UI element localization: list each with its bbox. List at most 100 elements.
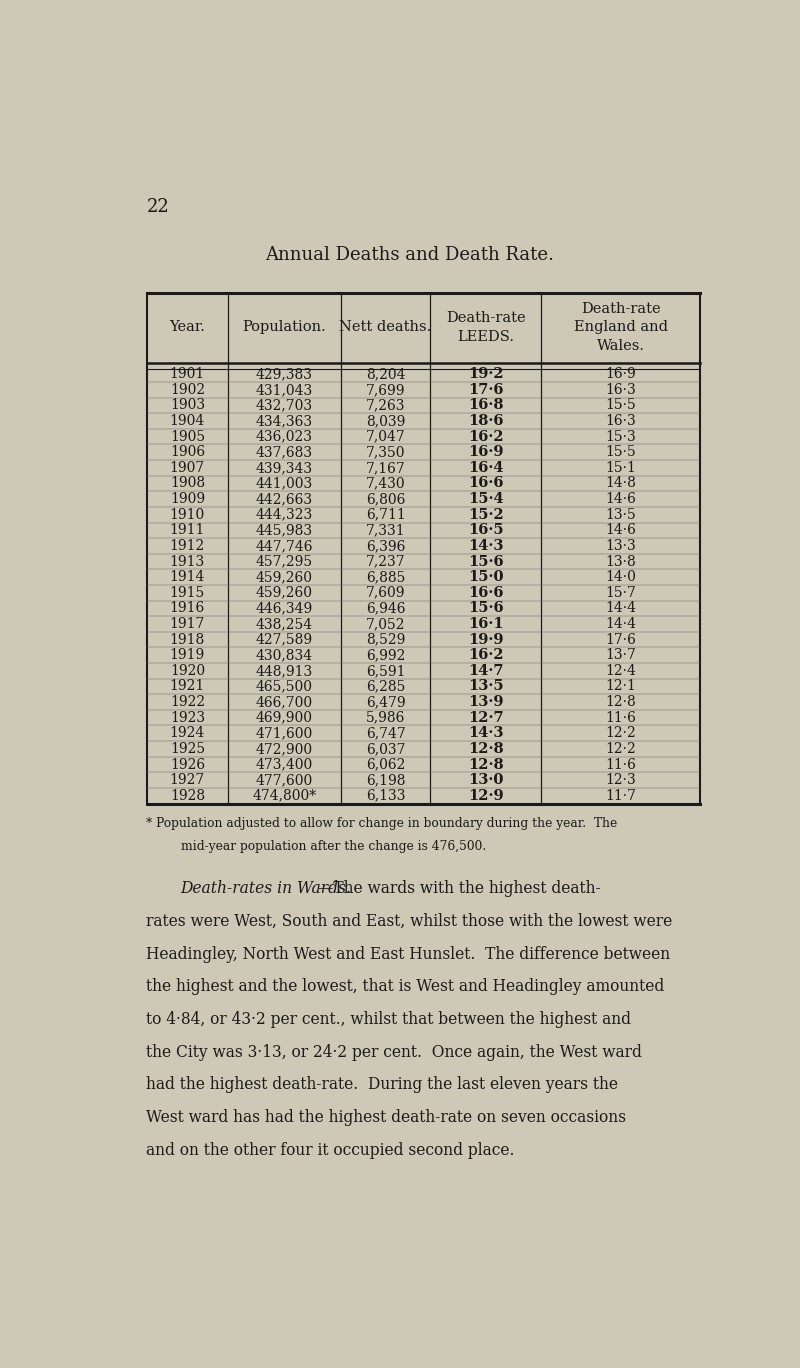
Text: 5,986: 5,986 (366, 711, 405, 725)
Text: 429,383: 429,383 (256, 367, 313, 382)
Text: Death-rate
England and
Wales.: Death-rate England and Wales. (574, 302, 668, 353)
Text: West ward has had the highest death-rate on seven occasions: West ward has had the highest death-rate… (146, 1109, 626, 1126)
Text: 15·3: 15·3 (606, 430, 636, 443)
Text: 465,500: 465,500 (256, 680, 313, 694)
Text: 446,349: 446,349 (256, 602, 313, 616)
Text: 13·9: 13·9 (468, 695, 504, 709)
Text: 7,237: 7,237 (366, 554, 406, 569)
Text: 15·2: 15·2 (468, 508, 504, 521)
Text: 1902: 1902 (170, 383, 205, 397)
Text: 8,039: 8,039 (366, 415, 405, 428)
Text: 12·1: 12·1 (606, 680, 636, 694)
Text: 14·4: 14·4 (606, 602, 636, 616)
Text: 19·9: 19·9 (468, 632, 504, 647)
Text: 1918: 1918 (170, 632, 205, 647)
Text: and on the other four it occupied second place.: and on the other four it occupied second… (146, 1142, 515, 1159)
Text: 459,260: 459,260 (256, 586, 313, 599)
Text: 436,023: 436,023 (256, 430, 313, 443)
Text: 12·3: 12·3 (606, 773, 636, 787)
Text: 1924: 1924 (170, 726, 205, 740)
Text: 12·2: 12·2 (606, 726, 636, 740)
Text: 7,167: 7,167 (366, 461, 406, 475)
Text: 1901: 1901 (170, 367, 205, 382)
Text: 15·6: 15·6 (468, 554, 504, 569)
Text: 12·8: 12·8 (468, 741, 504, 757)
Text: Year.: Year. (170, 320, 206, 334)
Text: 12·8: 12·8 (468, 758, 504, 772)
Text: had the highest death-rate.  During the last eleven years the: had the highest death-rate. During the l… (146, 1077, 618, 1093)
Text: 466,700: 466,700 (256, 695, 313, 709)
Text: 18·6: 18·6 (468, 415, 504, 428)
Text: 19·2: 19·2 (468, 367, 504, 382)
Text: 1916: 1916 (170, 602, 205, 616)
Text: 1903: 1903 (170, 398, 205, 412)
Text: 16·6: 16·6 (468, 476, 504, 491)
Text: 16·2: 16·2 (468, 648, 504, 662)
Text: 1925: 1925 (170, 741, 205, 757)
Text: 441,003: 441,003 (256, 476, 313, 491)
Text: Headingley, North West and East Hunslet.  The difference between: Headingley, North West and East Hunslet.… (146, 945, 670, 963)
Text: 6,711: 6,711 (366, 508, 406, 521)
Text: 438,254: 438,254 (256, 617, 313, 631)
Text: * Population adjusted to allow for change in boundary during the year.  The: * Population adjusted to allow for chang… (146, 817, 618, 830)
Text: 1906: 1906 (170, 445, 205, 460)
Text: 8,529: 8,529 (366, 632, 405, 647)
Text: 1928: 1928 (170, 789, 205, 803)
Text: 1926: 1926 (170, 758, 205, 772)
Text: 16·2: 16·2 (468, 430, 504, 443)
Text: 8,204: 8,204 (366, 367, 406, 382)
Text: the highest and the lowest, that is West and Headingley amounted: the highest and the lowest, that is West… (146, 978, 665, 996)
Text: 15·6: 15·6 (468, 602, 504, 616)
Text: 11·6: 11·6 (606, 711, 636, 725)
Text: 16·3: 16·3 (606, 383, 636, 397)
Text: 1927: 1927 (170, 773, 205, 787)
Text: 447,746: 447,746 (256, 539, 314, 553)
Text: 1913: 1913 (170, 554, 205, 569)
Text: 1922: 1922 (170, 695, 205, 709)
Text: to 4·84, or 43·2 per cent., whilst that between the highest and: to 4·84, or 43·2 per cent., whilst that … (146, 1011, 631, 1029)
Text: 14·6: 14·6 (606, 524, 636, 538)
Text: 11·6: 11·6 (606, 758, 636, 772)
Text: 1921: 1921 (170, 680, 205, 694)
Text: 6,037: 6,037 (366, 741, 406, 757)
Text: 7,350: 7,350 (366, 445, 406, 460)
Text: 13·0: 13·0 (468, 773, 504, 787)
Text: 15·5: 15·5 (606, 398, 636, 412)
Text: 12·9: 12·9 (468, 789, 504, 803)
Text: 427,589: 427,589 (256, 632, 313, 647)
Text: 7,052: 7,052 (366, 617, 406, 631)
Text: 442,663: 442,663 (256, 492, 313, 506)
Text: 1910: 1910 (170, 508, 205, 521)
Text: 7,047: 7,047 (366, 430, 406, 443)
Text: 12·4: 12·4 (606, 663, 636, 679)
Text: 7,699: 7,699 (366, 383, 406, 397)
Text: 1914: 1914 (170, 570, 205, 584)
Text: the City was 3·13, or 24·2 per cent.  Once again, the West ward: the City was 3·13, or 24·2 per cent. Onc… (146, 1044, 642, 1060)
Text: 16·5: 16·5 (468, 524, 504, 538)
Text: 474,800*: 474,800* (252, 789, 317, 803)
Text: 1904: 1904 (170, 415, 205, 428)
Text: 14·0: 14·0 (606, 570, 636, 584)
Text: 14·3: 14·3 (468, 726, 504, 740)
Text: 14·8: 14·8 (606, 476, 636, 491)
Text: 16·9: 16·9 (606, 367, 636, 382)
Text: 6,396: 6,396 (366, 539, 405, 553)
Text: 16·9: 16·9 (468, 445, 504, 460)
Text: 15·1: 15·1 (606, 461, 636, 475)
Text: 22: 22 (146, 198, 170, 216)
Text: 12·2: 12·2 (606, 741, 636, 757)
Text: 13·7: 13·7 (606, 648, 636, 662)
Text: 17·6: 17·6 (606, 632, 636, 647)
Text: Population.: Population. (242, 320, 326, 334)
Text: Death-rates in Wards.: Death-rates in Wards. (181, 881, 351, 897)
Text: 11·7: 11·7 (606, 789, 636, 803)
Text: 13·5: 13·5 (606, 508, 636, 521)
Text: 15·5: 15·5 (606, 445, 636, 460)
Text: 1912: 1912 (170, 539, 205, 553)
Text: 445,983: 445,983 (256, 524, 313, 538)
Text: 1907: 1907 (170, 461, 205, 475)
Text: 1905: 1905 (170, 430, 205, 443)
Text: 439,343: 439,343 (256, 461, 313, 475)
Text: 472,900: 472,900 (256, 741, 313, 757)
Text: 469,900: 469,900 (256, 711, 313, 725)
